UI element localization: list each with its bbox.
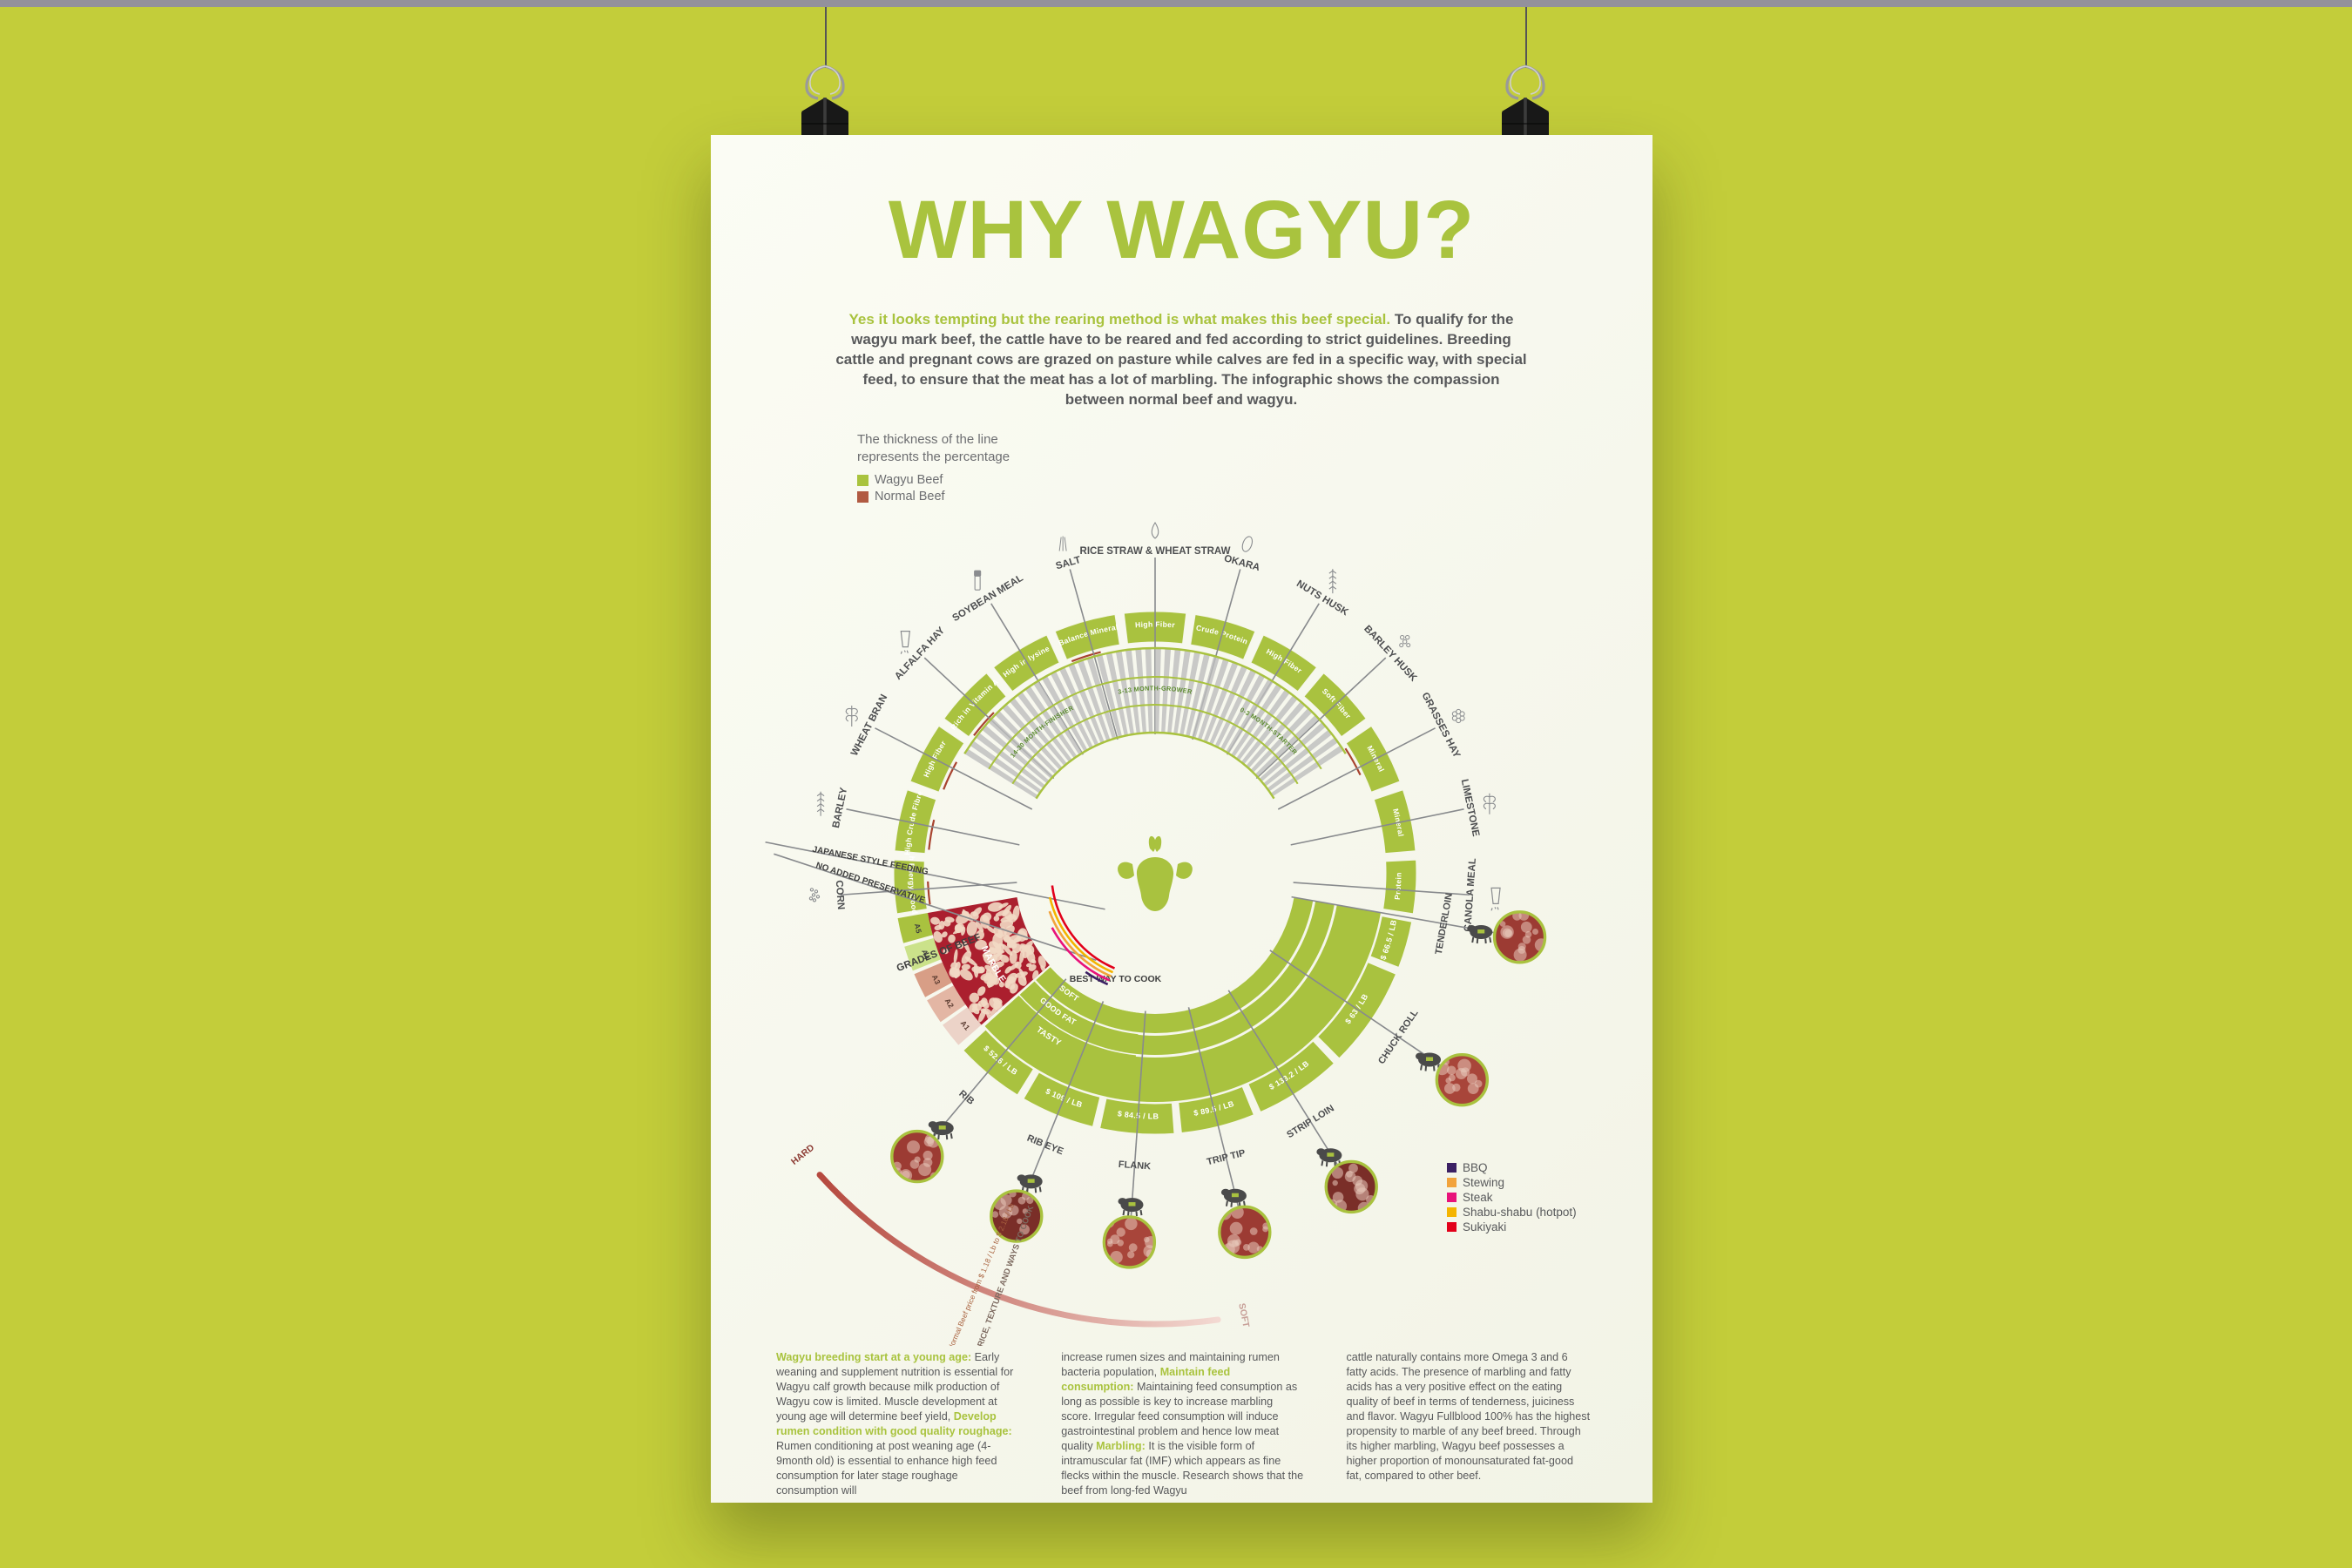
svg-text:NUTS HUSK: NUTS HUSK [1294, 578, 1350, 618]
svg-text:STRIP LOIN: STRIP LOIN [1285, 1103, 1336, 1140]
svg-text:LIMESTONE: LIMESTONE [1459, 778, 1481, 837]
svg-text:SALT: SALT [1055, 555, 1082, 571]
svg-text:BEST WAY TO COOK: BEST WAY TO COOK [1070, 974, 1162, 984]
svg-text:GRASSES HAY: GRASSES HAY [1420, 691, 1463, 760]
svg-text:CHUCK ROLL: CHUCK ROLL [1376, 1008, 1421, 1066]
svg-text:SOFT: SOFT [1236, 1302, 1251, 1328]
svg-text:CORN: CORN [834, 880, 846, 910]
svg-text:BARLEY HUSK: BARLEY HUSK [1362, 624, 1419, 684]
svg-text:RIB EYE: RIB EYE [1025, 1133, 1064, 1158]
svg-text:WHEAT BRAN: WHEAT BRAN [849, 693, 889, 758]
svg-text:HARD: HARD [789, 1142, 816, 1167]
svg-text:Protein: Protein [1393, 872, 1403, 900]
svg-text:FLANK: FLANK [1118, 1159, 1151, 1173]
svg-text:BARLEY: BARLEY [831, 787, 849, 829]
svg-text:High Energy, Good Fat: High Energy, Good Fat [711, 422, 919, 915]
svg-text:RIB: RIB [956, 1088, 976, 1106]
svg-text:TENDERLOIN: TENDERLOIN [1434, 892, 1455, 956]
svg-text:CANOLA MEAL: CANOLA MEAL [1463, 858, 1478, 932]
svg-text:TRIP TIP: TRIP TIP [1206, 1148, 1247, 1168]
svg-text:SOYBEAN MEAL: SOYBEAN MEAL [950, 573, 1024, 624]
svg-text:OKARA: OKARA [1223, 553, 1261, 573]
svg-text:RICE STRAW & WHEAT STRAW: RICE STRAW & WHEAT STRAW [1080, 546, 1231, 557]
